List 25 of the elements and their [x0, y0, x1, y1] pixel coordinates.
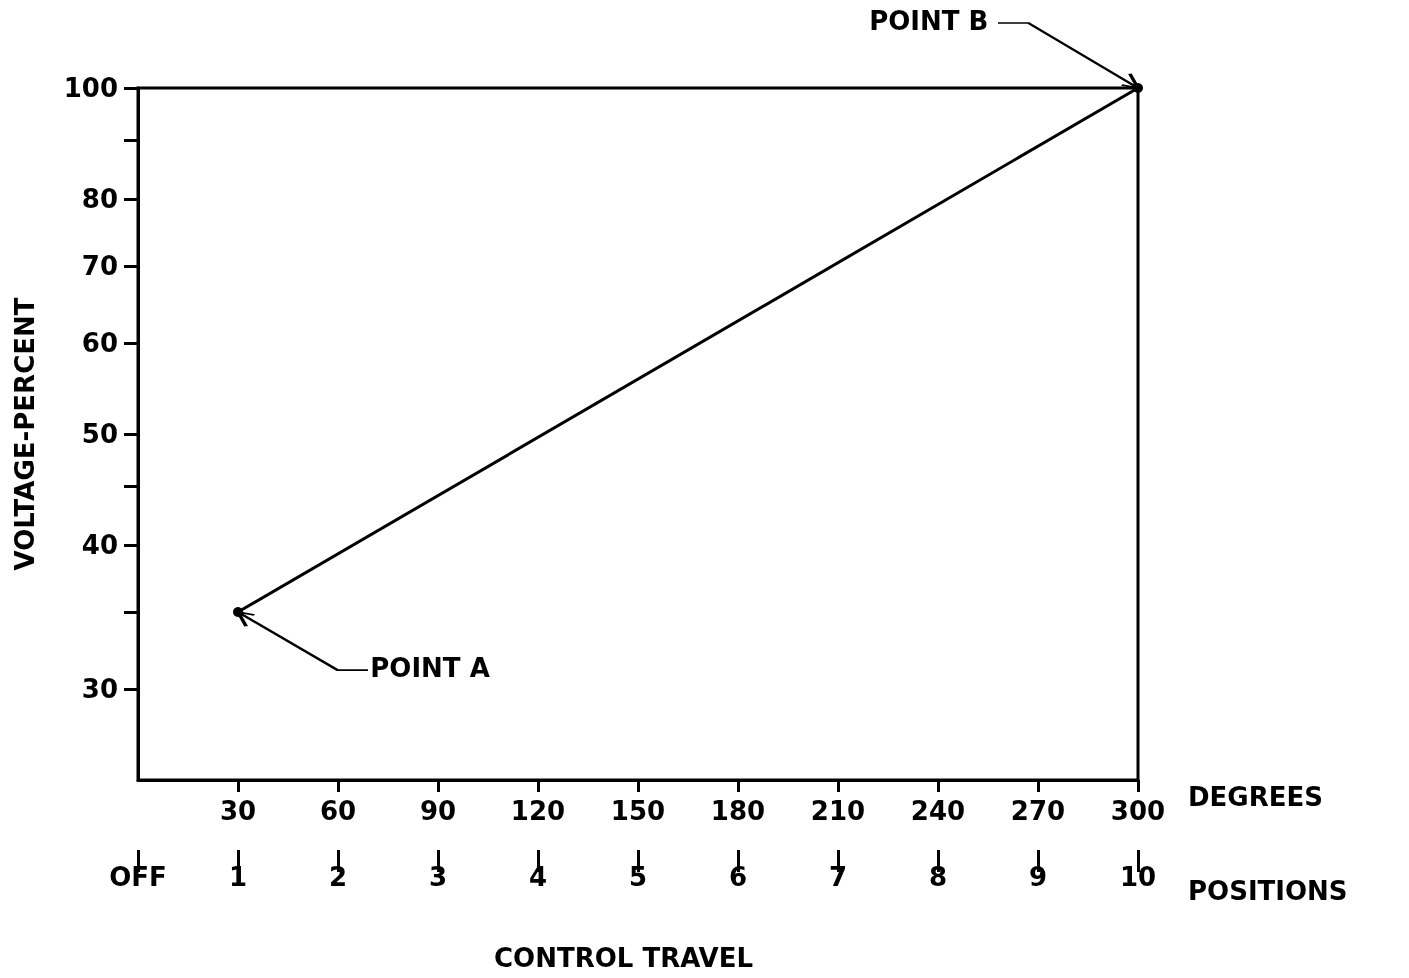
y-tick-label: 40	[81, 530, 118, 561]
x-tick-label: 210	[810, 796, 866, 826]
y-axis-title: VOLTAGE-PERCENT	[10, 297, 40, 571]
x-tick-label: 60	[319, 796, 357, 826]
x-tick-label: 120	[510, 796, 566, 826]
x2-axis-title: POSITIONS	[1188, 876, 1348, 906]
x2-tick-label: 10	[1119, 862, 1157, 892]
x-tick-label: 240	[910, 796, 966, 826]
y-tick-label: 30	[81, 673, 118, 704]
x-tick-label: 90	[419, 796, 457, 826]
y-tick-label: 100	[63, 73, 118, 103]
x2-tick-label: OFF	[109, 862, 167, 892]
y-tick-label: 70	[81, 251, 118, 282]
y-tick-label: 80	[81, 184, 118, 215]
x-axis-title: DEGREES	[1188, 782, 1323, 812]
x-tick-label: 180	[710, 796, 766, 826]
y-tick-label: 60	[81, 327, 118, 358]
x-tick-label: 300	[1110, 796, 1166, 826]
x-tick-label: 270	[1010, 796, 1066, 826]
annotation: POINT A	[370, 653, 490, 684]
annotation: POINT B	[869, 6, 989, 37]
x-tick-label: 30	[219, 796, 257, 826]
text: CONTROL TRAVEL	[494, 943, 753, 973]
x-tick-label: 150	[610, 796, 666, 826]
y-tick-label: 50	[81, 419, 118, 449]
